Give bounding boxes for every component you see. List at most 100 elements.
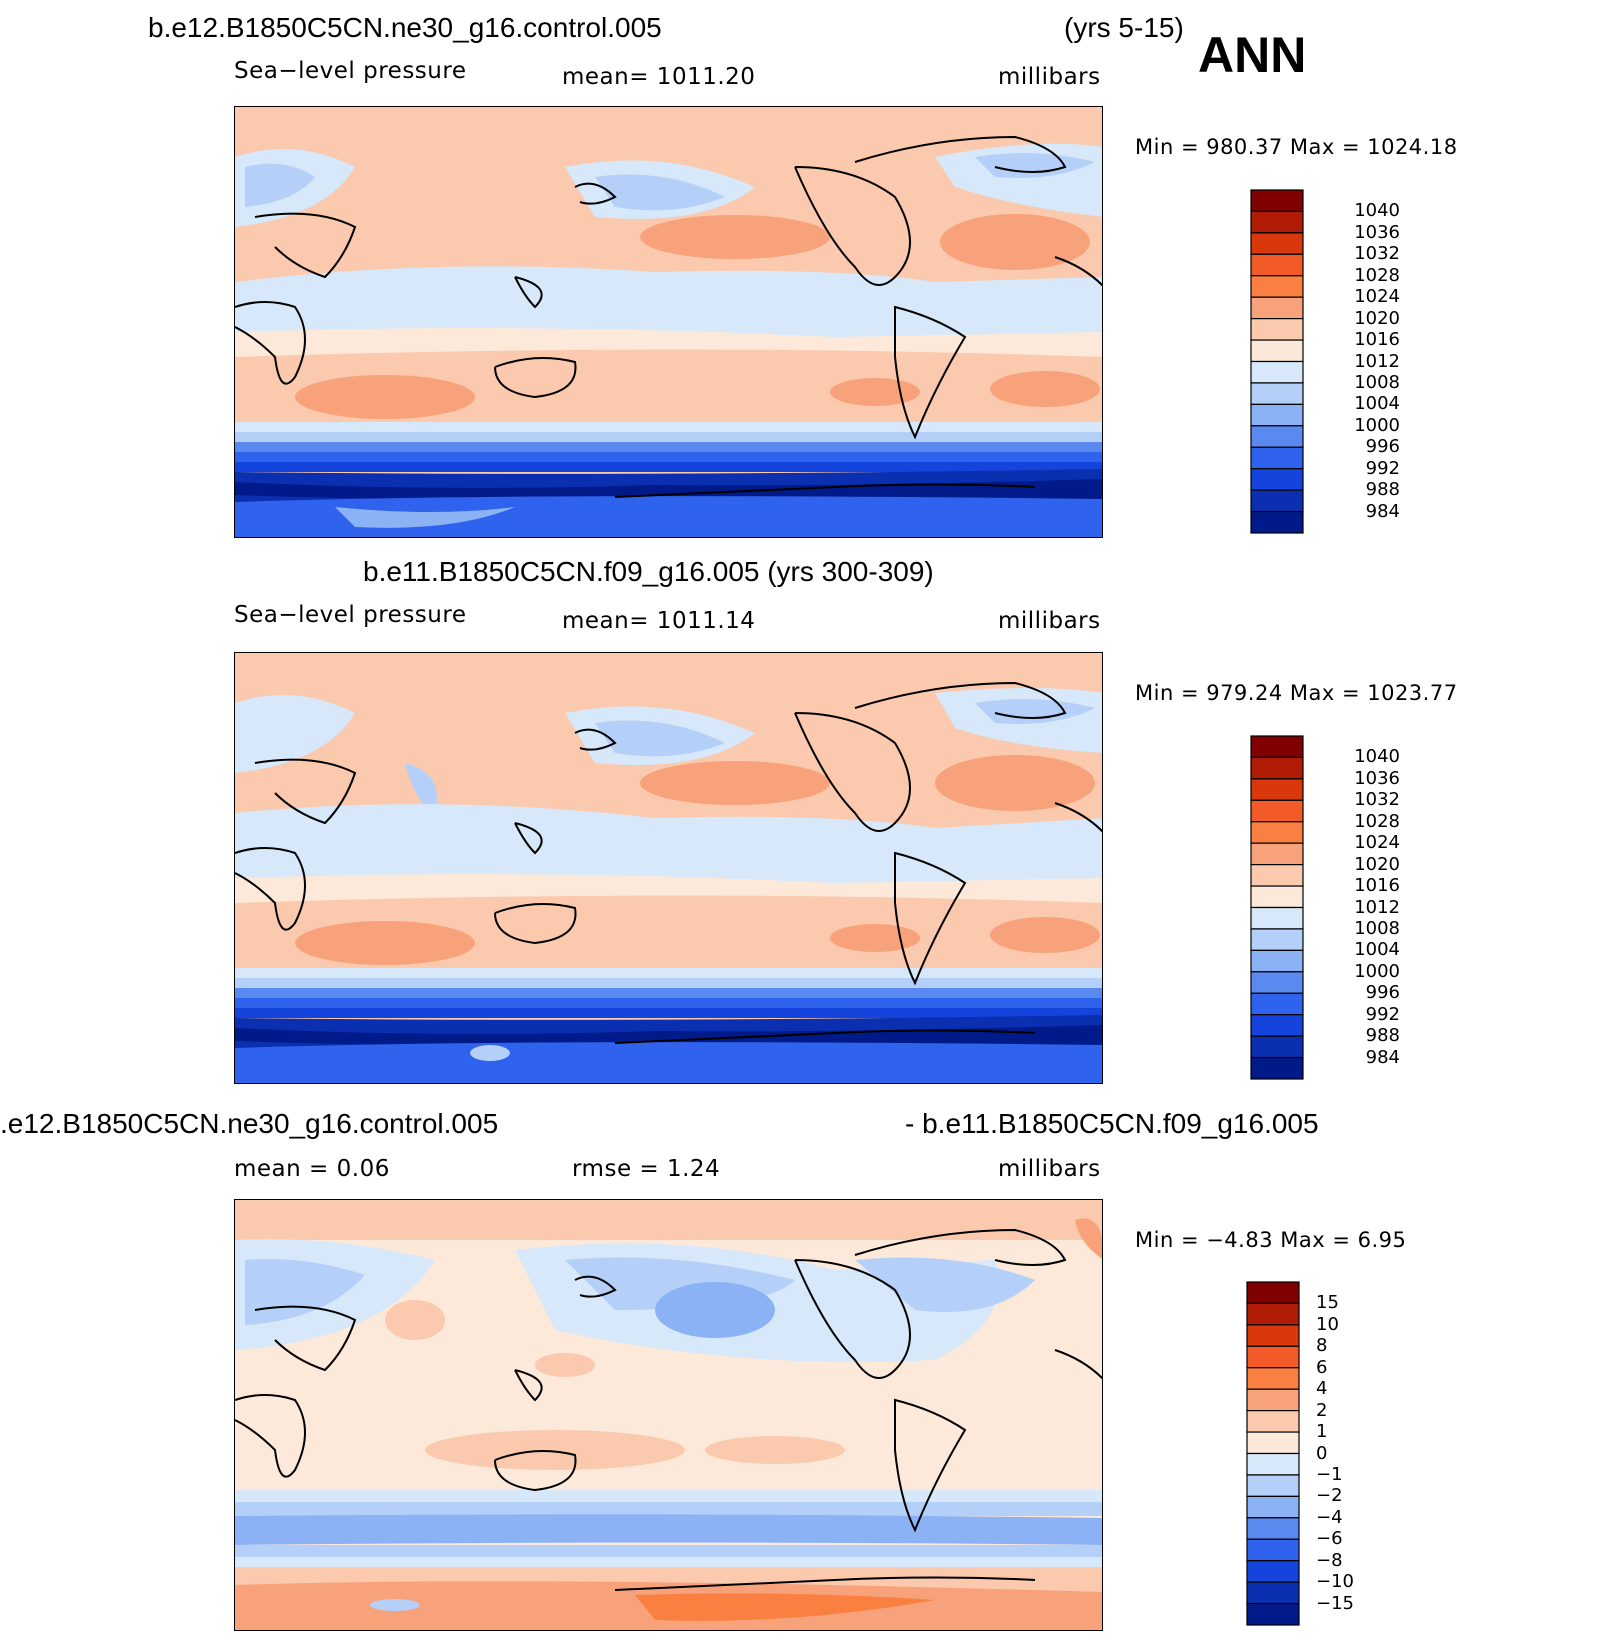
colorbar-swatch — [1250, 468, 1304, 491]
colorbar-label: 1020 — [1354, 307, 1400, 329]
colorbar-swatch — [1250, 971, 1304, 994]
colorbar-swatch — [1250, 842, 1304, 866]
colorbar-swatch — [1250, 885, 1304, 909]
colorbar-swatch — [1246, 1388, 1300, 1412]
colorbar-label: −1 — [1316, 1463, 1343, 1485]
colorbar-swatch — [1250, 382, 1304, 405]
colorbar-swatch — [1250, 510, 1304, 534]
colorbar-label: 1004 — [1354, 939, 1400, 961]
colorbar-label: 1016 — [1354, 875, 1400, 897]
colorbar-label: 2 — [1316, 1399, 1328, 1421]
colorbar-swatch — [1250, 1056, 1304, 1080]
colorbar-label: 1016 — [1354, 329, 1400, 351]
panel1-title: b.e12.B1850C5CN.ne30_g16.control.005 — [148, 12, 662, 43]
colorbar-label: 1028 — [1354, 810, 1400, 832]
colorbar-swatch — [1250, 210, 1304, 234]
colorbar-swatch — [1250, 489, 1304, 513]
colorbar-label: 1028 — [1354, 264, 1400, 286]
colorbar-swatch — [1250, 864, 1304, 887]
colorbar-swatch — [1246, 1324, 1300, 1347]
colorbar-label: 988 — [1365, 1025, 1400, 1047]
panel1-minmax: Min = 980.37 Max = 1024.18 — [1135, 135, 1458, 159]
colorbar-label: 1008 — [1354, 917, 1400, 939]
colorbar-swatch — [1250, 425, 1304, 448]
colorbar-swatch — [1246, 1431, 1300, 1455]
colorbar-2 — [1250, 735, 1311, 1080]
colorbar-label: 996 — [1365, 982, 1400, 1004]
colorbar-label: 1012 — [1354, 350, 1400, 372]
colorbar-label: −6 — [1316, 1528, 1343, 1550]
map-panel-1 — [234, 106, 1103, 538]
colorbar-label: 988 — [1365, 479, 1400, 501]
colorbar-label: 1024 — [1354, 286, 1400, 308]
map-panel-2 — [234, 652, 1103, 1084]
panel1-variable: Sea−level pressure — [234, 58, 467, 84]
colorbar-swatch — [1250, 232, 1304, 255]
colorbar-label: 1036 — [1354, 221, 1400, 243]
colorbar-label: 1024 — [1354, 832, 1400, 854]
colorbar-label: 15 — [1316, 1292, 1339, 1314]
colorbar-label: 1032 — [1354, 789, 1400, 811]
colorbar-label: 1040 — [1354, 200, 1400, 222]
diff-map — [235, 1200, 1102, 1630]
colorbar-swatch — [1246, 1495, 1300, 1519]
panel3-title-right: - b.e11.B1850C5CN.f09_g16.005 — [905, 1108, 1319, 1139]
colorbar-swatch — [1250, 928, 1304, 951]
colorbar-swatch — [1246, 1367, 1300, 1390]
colorbar-swatch — [1250, 318, 1304, 341]
colorbar-swatch — [1246, 1517, 1300, 1540]
colorbar-label: 1004 — [1354, 393, 1400, 415]
colorbar-swatch — [1250, 446, 1304, 470]
colorbar-label: 1020 — [1354, 853, 1400, 875]
colorbar-label: −8 — [1316, 1549, 1343, 1571]
colorbar-label: 992 — [1365, 1003, 1400, 1025]
panel3-rmse: rmse = 1.24 — [572, 1156, 721, 1182]
season-label: ANN — [1198, 27, 1307, 83]
colorbar-label: 1032 — [1354, 243, 1400, 265]
colorbar-swatch — [1246, 1581, 1300, 1605]
colorbar-swatch — [1250, 253, 1304, 277]
colorbar-swatch — [1250, 360, 1304, 384]
panel3-units: millibars — [998, 1156, 1101, 1182]
colorbar-label: 1040 — [1354, 746, 1400, 768]
colorbar-swatch — [1250, 189, 1304, 213]
slp-map-2 — [235, 653, 1102, 1083]
colorbar-swatch — [1246, 1602, 1300, 1626]
colorbar-1 — [1250, 189, 1311, 534]
colorbar-swatch — [1246, 1345, 1300, 1369]
panel2-minmax: Min = 979.24 Max = 1023.77 — [1135, 681, 1458, 705]
colorbar-swatch — [1246, 1410, 1300, 1433]
panel2-units: millibars — [998, 608, 1101, 634]
panel3-minmax: Min = −4.83 Max = 6.95 — [1135, 1228, 1407, 1252]
colorbar-label: −10 — [1316, 1571, 1354, 1593]
colorbar-2-labels: 1040 1036 1032 1028 1024 1020 1016 1012 1008 1004… — [1320, 736, 1400, 1079]
colorbar-swatch — [1250, 1035, 1304, 1059]
colorbar-swatch — [1246, 1302, 1300, 1326]
panel3-mean: mean = 0.06 — [234, 1156, 390, 1182]
colorbar-label: −4 — [1316, 1506, 1343, 1528]
colorbar-3-swatches — [1246, 1281, 1300, 1626]
colorbar-label: 6 — [1316, 1356, 1328, 1378]
colorbar-swatch — [1250, 1014, 1304, 1037]
panel3-title-left: .e12.B1850C5CN.ne30_g16.control.005 — [0, 1108, 499, 1139]
colorbar-swatch — [1246, 1538, 1300, 1562]
colorbar-swatch — [1250, 296, 1304, 320]
colorbar-label: 984 — [1365, 500, 1400, 522]
colorbar-swatch — [1246, 1281, 1300, 1305]
colorbar-3-labels: 15 10 8 6 4 2 1 0 −1 −2 −4 −6 −8 −10 −15 — [1316, 1282, 1396, 1625]
colorbar-label: 984 — [1365, 1046, 1400, 1068]
colorbar-swatch — [1250, 821, 1304, 844]
colorbar-label: 0 — [1316, 1442, 1328, 1464]
panel2-title: b.e11.B1850C5CN.f09_g16.005 (yrs 300-309… — [363, 556, 934, 587]
panel1-mean: mean= 1011.20 — [562, 64, 756, 90]
colorbar-label: 4 — [1316, 1378, 1328, 1400]
colorbar-label: 996 — [1365, 436, 1400, 458]
colorbar-2-swatches — [1250, 735, 1304, 1080]
colorbar-label: 1036 — [1354, 767, 1400, 789]
colorbar-1-swatches — [1250, 189, 1304, 534]
colorbar-label: −2 — [1316, 1485, 1343, 1507]
colorbar-label: 8 — [1316, 1335, 1328, 1357]
colorbar-label: 1008 — [1354, 371, 1400, 393]
colorbar-swatch — [1250, 992, 1304, 1016]
colorbar-label: 1 — [1316, 1421, 1328, 1443]
